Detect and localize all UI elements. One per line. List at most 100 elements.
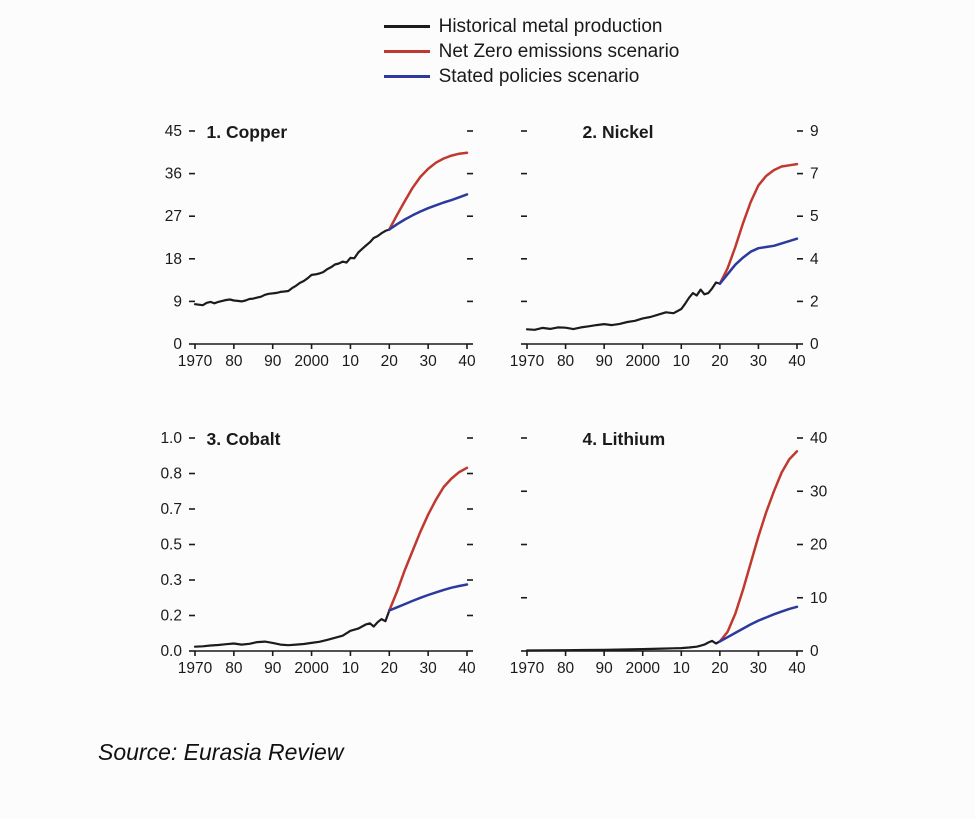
- legend-label-historical: Historical metal production: [438, 16, 663, 37]
- svg-text:2: 2: [810, 293, 819, 310]
- svg-text:30: 30: [419, 660, 437, 677]
- chart-legend: Historical metal production Net Zero emi…: [383, 14, 680, 89]
- svg-text:10: 10: [341, 660, 359, 677]
- svg-text:27: 27: [164, 208, 181, 225]
- svg-text:10: 10: [341, 353, 359, 370]
- axes: [520, 437, 803, 656]
- chart-title-nickel: 2. Nickel: [582, 122, 654, 142]
- legend-item-net-zero: Net Zero emissions scenario: [383, 39, 680, 64]
- chart-title-copper: 1. Copper: [206, 122, 288, 142]
- tick-labels: 1970 80 90 2000 10 20 30 40 0.0 0.2 0.3 0.5 0.7 0.8 1.…: [160, 430, 476, 677]
- svg-text:1.0: 1.0: [160, 430, 182, 447]
- svg-text:9: 9: [173, 293, 182, 310]
- copper-plot: 1970 80 90 2000 10 20 30 40 0 9 18 27 36 45: [164, 123, 475, 370]
- svg-text:30: 30: [749, 660, 767, 677]
- axes: [188, 437, 473, 656]
- svg-text:80: 80: [225, 353, 243, 370]
- source-caption: Source: Eurasia Review: [98, 739, 344, 765]
- svg-text:90: 90: [264, 353, 282, 370]
- svg-text:1970: 1970: [177, 660, 212, 677]
- svg-text:1970: 1970: [177, 353, 212, 370]
- svg-text:0: 0: [810, 643, 819, 660]
- tick-labels: 1970 80 90 2000 10 20 30 400 2 4 5 7 9: [509, 123, 818, 370]
- series-stated-line: [387, 193, 468, 231]
- svg-text:0.7: 0.7: [160, 501, 182, 518]
- svg-text:45: 45: [164, 123, 181, 140]
- svg-text:1970: 1970: [509, 353, 544, 370]
- svg-text:0: 0: [810, 336, 819, 353]
- svg-text:0.3: 0.3: [160, 572, 182, 589]
- svg-text:30: 30: [810, 483, 828, 500]
- svg-text:40: 40: [810, 430, 828, 447]
- legend-label-net-zero: Net Zero emissions scenario: [438, 41, 680, 62]
- svg-text:40: 40: [458, 660, 476, 677]
- svg-text:30: 30: [419, 353, 437, 370]
- chart-title-cobalt: 3. Cobalt: [206, 429, 281, 449]
- svg-text:40: 40: [788, 660, 806, 677]
- svg-text:20: 20: [380, 353, 398, 370]
- svg-text:80: 80: [225, 660, 243, 677]
- svg-text:1970: 1970: [509, 660, 544, 677]
- svg-text:2000: 2000: [294, 353, 329, 370]
- svg-text:5: 5: [810, 208, 819, 225]
- svg-text:0: 0: [173, 336, 182, 353]
- series-stated-line: [718, 237, 798, 285]
- metal-production-figure: Historical metal production Net Zero emi…: [0, 14, 975, 766]
- chart-title-lithium: 4. Lithium: [582, 429, 666, 449]
- nickel-plot: 1970 80 90 2000 10 20 30 400 2 4 5 7 9: [509, 123, 818, 370]
- svg-text:36: 36: [164, 166, 181, 183]
- svg-text:0.8: 0.8: [160, 466, 182, 483]
- series-stated-line: [718, 605, 798, 643]
- svg-text:2000: 2000: [625, 660, 660, 677]
- svg-text:80: 80: [556, 353, 574, 370]
- series-historical-line: [193, 609, 390, 648]
- svg-text:90: 90: [264, 660, 282, 677]
- svg-text:20: 20: [810, 537, 828, 554]
- svg-text:30: 30: [749, 353, 767, 370]
- series-net_zero-line: [387, 151, 468, 231]
- axes: [188, 130, 473, 349]
- legend-label-stated: Stated policies scenario: [438, 66, 640, 87]
- axes: [520, 130, 803, 349]
- legend-line-net-zero: [383, 50, 430, 53]
- svg-text:40: 40: [458, 353, 476, 370]
- svg-text:20: 20: [380, 660, 398, 677]
- svg-text:9: 9: [810, 123, 819, 140]
- svg-text:2000: 2000: [625, 353, 660, 370]
- legend-line-stated: [383, 75, 430, 78]
- series-net_zero-line: [718, 162, 798, 285]
- svg-text:0.2: 0.2: [160, 607, 182, 624]
- svg-text:4: 4: [810, 251, 819, 268]
- svg-text:0.0: 0.0: [160, 643, 182, 660]
- series-historical-line: [525, 639, 721, 652]
- legend-line-historical: [383, 25, 430, 28]
- svg-text:2000: 2000: [294, 660, 329, 677]
- svg-text:10: 10: [810, 590, 828, 607]
- legend-item-stated: Stated policies scenario: [383, 64, 680, 89]
- svg-text:20: 20: [711, 660, 729, 677]
- chart-copper: 1970 80 90 2000 10 20 30 40 0 9 18 27 36 45 1. Copper: [143, 115, 483, 380]
- legend-item-historical: Historical metal production: [383, 14, 680, 39]
- svg-text:20: 20: [711, 353, 729, 370]
- chart-lithium: 1970 80 90 2000 10 20 30 40 0 10 20 30 40 4. Lithium: [509, 422, 849, 687]
- svg-text:7: 7: [810, 166, 819, 183]
- svg-text:90: 90: [595, 353, 613, 370]
- svg-text:0.5: 0.5: [160, 537, 182, 554]
- svg-text:10: 10: [672, 660, 690, 677]
- series-stated-line: [387, 583, 468, 612]
- tick-labels: 1970 80 90 2000 10 20 30 40 0 9 18 27 36 45: [164, 123, 475, 370]
- svg-text:90: 90: [595, 660, 613, 677]
- series-net_zero-line: [387, 466, 468, 612]
- svg-text:80: 80: [556, 660, 574, 677]
- chart-nickel: 1970 80 90 2000 10 20 30 40 0 2 4 5 7 9 2. Nickel: [509, 115, 849, 380]
- chart-cobalt: 1970 80 90 2000 10 20 30 40 0.0 0.2 0.3 0.5 0.7 0.8 1.…: [143, 422, 483, 687]
- series-net_zero-line: [718, 450, 798, 643]
- svg-text:40: 40: [788, 353, 806, 370]
- svg-text:10: 10: [672, 353, 690, 370]
- svg-text:18: 18: [164, 251, 181, 268]
- chart-grid: 1970 80 90 2000 10 20 30 40 0 9 18 27 36 45 1. Copper…: [143, 115, 849, 687]
- series-historical-line: [525, 281, 721, 331]
- series-historical-line: [193, 228, 390, 307]
